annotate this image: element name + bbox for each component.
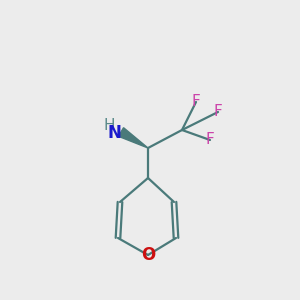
Text: F: F [192, 94, 200, 110]
Text: O: O [141, 246, 155, 264]
Text: F: F [206, 133, 214, 148]
Text: F: F [214, 104, 222, 119]
Text: H: H [103, 118, 115, 133]
Polygon shape [118, 128, 148, 148]
Text: N: N [107, 124, 121, 142]
